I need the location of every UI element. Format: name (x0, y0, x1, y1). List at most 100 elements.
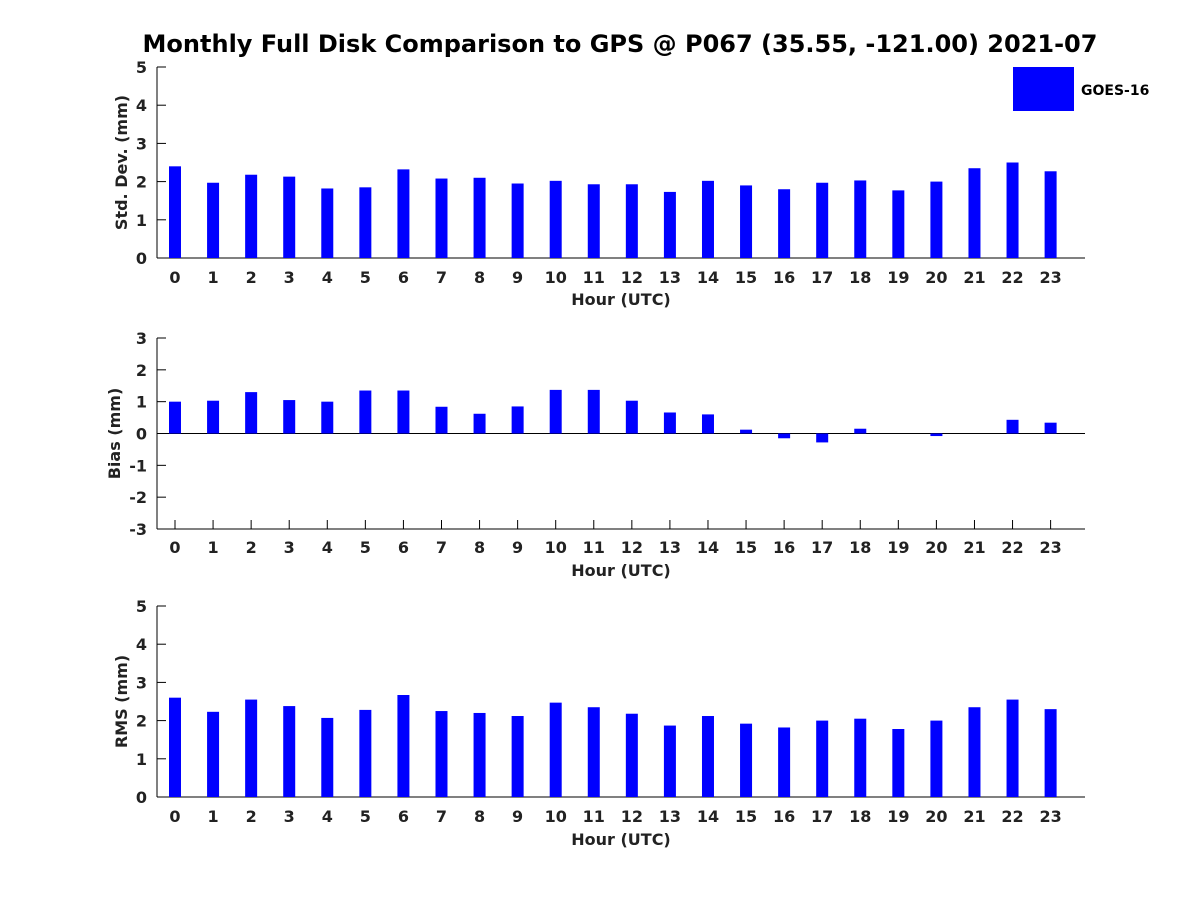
y-tick-label: -1 (129, 456, 147, 475)
x-tick-label: 18 (849, 807, 871, 826)
x-tick-label: 23 (1039, 268, 1061, 287)
bar-hour-1 (207, 182, 220, 258)
bar-hour-21 (968, 707, 981, 797)
bar-hour-10 (549, 180, 562, 258)
y-tick-label: -2 (129, 488, 147, 507)
bar-hour-18 (854, 718, 867, 797)
x-tick-label: 21 (963, 538, 985, 557)
y-axis-label: RMS (mm) (112, 655, 131, 748)
bar-hour-8 (473, 177, 486, 258)
x-axis-label: Hour (UTC) (571, 561, 671, 580)
bar-hour-0 (169, 697, 181, 797)
x-tick-label: 0 (169, 268, 180, 287)
x-tick-label: 3 (284, 538, 295, 557)
bar-hour-3 (283, 176, 296, 258)
x-tick-label: 0 (169, 538, 180, 557)
y-tick-label: 0 (136, 249, 147, 268)
bar-hour-14 (701, 180, 714, 258)
bar-hour-9 (511, 183, 524, 258)
bar-hour-7 (435, 711, 448, 797)
bar-hour-12 (625, 184, 638, 258)
x-tick-label: 9 (512, 807, 523, 826)
x-tick-label: 6 (398, 538, 409, 557)
x-tick-label: 0 (169, 807, 180, 826)
bar-hour-10 (549, 389, 562, 434)
x-tick-label: 21 (963, 268, 985, 287)
bar-hour-13 (663, 412, 676, 434)
bar-hour-22 (1006, 419, 1019, 434)
y-tick-label: 2 (136, 361, 147, 380)
bar-hour-7 (435, 178, 448, 258)
bars (169, 389, 1057, 443)
bar-hour-17 (816, 720, 829, 797)
x-tick-label: 18 (849, 268, 871, 287)
legend-swatch-goes-16 (1013, 67, 1074, 111)
y-tick-label: 2 (136, 173, 147, 192)
y-tick-label: 0 (136, 788, 147, 807)
x-tick-label: 15 (735, 538, 757, 557)
bar-hour-11 (587, 389, 600, 434)
x-tick-label: 3 (284, 268, 295, 287)
bar-hour-5 (359, 709, 372, 797)
bar-hour-23 (1044, 171, 1057, 258)
legend: GOES-16 (1013, 67, 1149, 111)
bar-hour-6 (397, 390, 410, 434)
bars (169, 695, 1057, 797)
x-tick-label: 14 (697, 807, 719, 826)
x-tick-label: 6 (398, 268, 409, 287)
x-axis-label: Hour (UTC) (571, 290, 671, 309)
x-tick-label: 6 (398, 807, 409, 826)
bar-hour-11 (587, 184, 600, 258)
bar-hour-17 (816, 182, 829, 258)
bar-hour-4 (321, 188, 334, 258)
x-tick-label: 4 (322, 268, 333, 287)
x-tick-label: 18 (849, 538, 871, 557)
y-tick-label: 4 (136, 635, 147, 654)
x-tick-label: 14 (697, 268, 719, 287)
x-tick-label: 16 (773, 538, 795, 557)
x-tick-label: 9 (512, 538, 523, 557)
bar-hour-2 (245, 392, 258, 434)
x-tick-label: 12 (621, 538, 643, 557)
y-tick-label: 5 (136, 597, 147, 616)
bar-hour-22 (1006, 699, 1019, 797)
x-tick-label: 7 (436, 268, 447, 287)
x-tick-label: 14 (697, 538, 719, 557)
y-axis-label: Std. Dev. (mm) (112, 95, 131, 230)
bar-hour-22 (1006, 162, 1019, 258)
y-tick-label: 5 (136, 58, 147, 77)
x-tick-label: 11 (583, 268, 605, 287)
x-tick-label: 20 (925, 538, 947, 557)
y-tick-label: 1 (136, 393, 147, 412)
x-tick-label: 10 (545, 538, 567, 557)
bar-hour-2 (245, 699, 258, 797)
bar-hour-3 (283, 706, 296, 797)
bar-hour-13 (663, 191, 676, 258)
x-tick-label: 11 (583, 538, 605, 557)
bar-hour-20 (930, 433, 943, 437)
x-tick-label: 10 (545, 268, 567, 287)
bar-hour-5 (359, 187, 372, 258)
bar-hour-20 (930, 181, 943, 258)
bar-hour-13 (663, 725, 676, 797)
bar-hour-20 (930, 720, 943, 797)
x-tick-label: 19 (887, 268, 909, 287)
bar-hour-14 (701, 716, 714, 797)
bar-hour-1 (207, 711, 220, 797)
bar-hour-4 (321, 401, 334, 434)
legend-label-goes-16: GOES-16 (1081, 83, 1149, 99)
x-tick-label: 12 (621, 268, 643, 287)
bar-hour-15 (740, 185, 753, 258)
y-axis-label: Bias (mm) (105, 388, 124, 480)
x-tick-label: 23 (1039, 538, 1061, 557)
y-tick-label: 0 (136, 425, 147, 444)
bar-hour-6 (397, 169, 410, 258)
bar-hour-16 (778, 189, 791, 258)
x-tick-label: 10 (545, 807, 567, 826)
chart-title: Monthly Full Disk Comparison to GPS @ P0… (142, 30, 1098, 58)
bar-hour-9 (511, 716, 524, 797)
